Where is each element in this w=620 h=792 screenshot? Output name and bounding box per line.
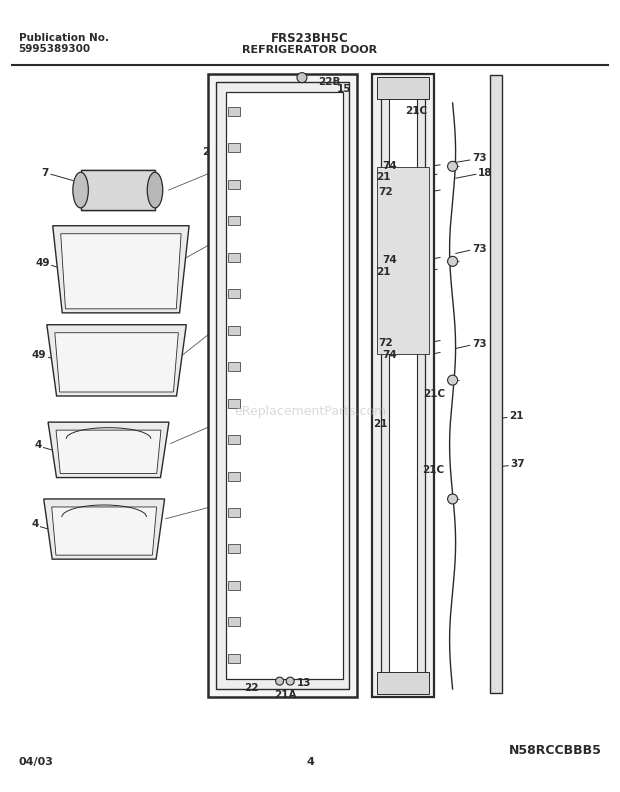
Ellipse shape	[448, 375, 458, 385]
Text: 7: 7	[41, 168, 48, 177]
Text: 49: 49	[32, 350, 46, 360]
Text: 15: 15	[337, 84, 351, 93]
Polygon shape	[55, 333, 179, 392]
Text: 21A: 21A	[274, 691, 296, 700]
Bar	[228, 253, 240, 261]
Text: eReplacementParts.com: eReplacementParts.com	[234, 406, 386, 418]
Bar	[228, 581, 240, 590]
Ellipse shape	[297, 73, 307, 82]
Bar	[81, 170, 155, 210]
Polygon shape	[61, 234, 181, 309]
Bar	[372, 74, 434, 697]
Bar	[228, 508, 240, 517]
Text: 72: 72	[378, 188, 392, 197]
Bar	[228, 289, 240, 298]
Text: 72: 72	[378, 338, 392, 348]
Polygon shape	[51, 507, 157, 555]
Text: 4: 4	[31, 520, 38, 529]
Ellipse shape	[73, 172, 88, 208]
Bar	[389, 90, 417, 680]
Ellipse shape	[448, 494, 458, 504]
Text: 18: 18	[478, 168, 492, 177]
Polygon shape	[43, 499, 165, 559]
Ellipse shape	[148, 172, 162, 208]
Text: 73: 73	[472, 244, 487, 253]
Text: 2: 2	[202, 147, 210, 157]
Text: 73: 73	[472, 154, 487, 163]
Text: 21: 21	[509, 411, 523, 421]
Bar	[226, 92, 342, 679]
Text: 4: 4	[306, 757, 314, 767]
Bar	[377, 167, 429, 354]
Text: 74: 74	[382, 162, 397, 171]
Text: 21: 21	[374, 419, 388, 428]
Text: 21C: 21C	[423, 390, 446, 399]
Polygon shape	[53, 226, 189, 313]
Bar	[228, 326, 240, 334]
Text: FRS23BH5C: FRS23BH5C	[271, 32, 349, 44]
Text: 5995389300: 5995389300	[19, 44, 91, 55]
Bar	[228, 143, 240, 152]
Bar	[228, 216, 240, 225]
Text: 21C: 21C	[405, 106, 427, 116]
Ellipse shape	[448, 257, 458, 266]
Bar	[228, 654, 240, 663]
Ellipse shape	[286, 677, 294, 685]
Text: 73: 73	[472, 339, 487, 348]
Text: 22: 22	[244, 683, 258, 693]
Bar	[228, 107, 240, 116]
Text: 04/03: 04/03	[19, 757, 53, 767]
Bar	[228, 180, 240, 188]
Bar	[228, 398, 240, 408]
Text: 21: 21	[376, 173, 391, 182]
Text: 21C: 21C	[422, 465, 445, 474]
Bar	[228, 471, 240, 481]
Bar	[490, 75, 502, 693]
Text: 4: 4	[34, 440, 42, 450]
Bar	[377, 77, 429, 99]
Text: 37: 37	[510, 459, 525, 469]
Bar	[216, 82, 348, 689]
Text: 21: 21	[376, 267, 391, 276]
Bar	[377, 672, 429, 694]
Polygon shape	[48, 422, 169, 478]
Ellipse shape	[276, 677, 283, 685]
Text: Publication No.: Publication No.	[19, 33, 108, 44]
Text: 22B: 22B	[318, 77, 340, 86]
Bar	[228, 435, 240, 444]
Text: 74: 74	[382, 255, 397, 265]
Polygon shape	[56, 430, 161, 474]
Text: 49: 49	[35, 258, 50, 268]
Bar	[228, 544, 240, 554]
Bar	[228, 362, 240, 371]
Text: N58RCCBBB5: N58RCCBBB5	[508, 744, 601, 757]
Text: 74: 74	[382, 350, 397, 360]
Bar	[208, 74, 356, 697]
Bar	[228, 618, 240, 626]
Text: REFRIGERATOR DOOR: REFRIGERATOR DOOR	[242, 45, 378, 55]
Text: 13: 13	[296, 679, 311, 688]
Bar	[381, 82, 425, 688]
Ellipse shape	[448, 162, 458, 171]
Polygon shape	[47, 325, 186, 396]
